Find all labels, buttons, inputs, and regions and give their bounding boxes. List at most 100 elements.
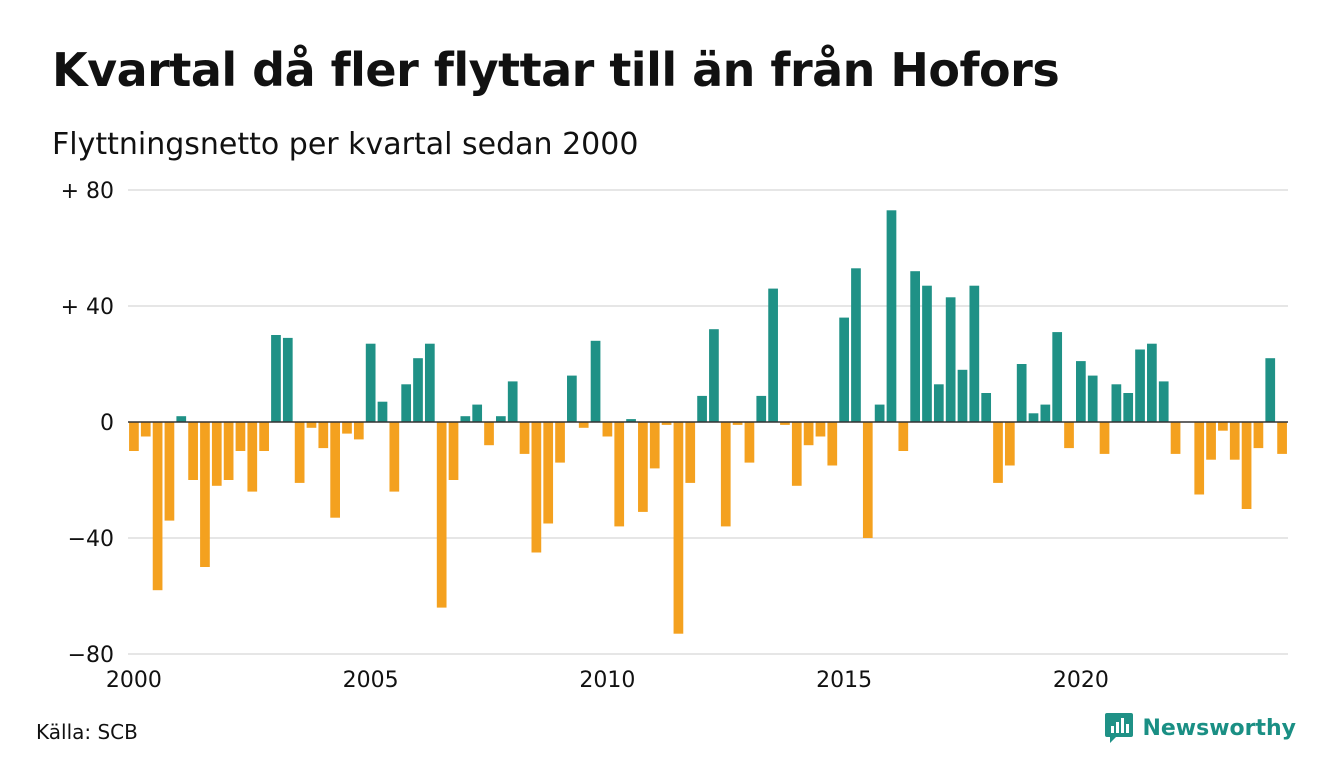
bar-negative xyxy=(993,422,1003,483)
bar-positive xyxy=(1265,358,1276,422)
bar-positive xyxy=(377,401,388,422)
bar-positive xyxy=(756,395,767,422)
bar-negative xyxy=(803,422,814,446)
bars xyxy=(129,210,1287,634)
bar-positive xyxy=(460,416,471,422)
bar-positive xyxy=(496,416,506,422)
bar-negative xyxy=(791,422,802,486)
bar-chart-logo-icon xyxy=(1105,713,1134,743)
bar-negative xyxy=(436,422,447,608)
bar-positive xyxy=(1135,349,1145,422)
bar-positive xyxy=(933,384,944,422)
bar-negative xyxy=(1253,422,1264,449)
bar-negative xyxy=(1277,422,1287,454)
bar-positive xyxy=(1016,364,1027,422)
bar-negative xyxy=(235,422,246,451)
bar-negative xyxy=(578,422,589,428)
bar-negative xyxy=(638,422,648,512)
bar-negative xyxy=(827,422,838,466)
bar-positive xyxy=(472,404,483,422)
bar-positive xyxy=(1076,361,1086,422)
chart-subtitle: Flyttningsnetto per kvartal sedan 2000 xyxy=(52,127,639,162)
bar-negative xyxy=(247,422,258,492)
bar-negative xyxy=(555,422,565,463)
bar-positive xyxy=(851,268,861,422)
bar-negative xyxy=(389,422,400,492)
bar-negative xyxy=(188,422,198,480)
bar-positive xyxy=(424,343,435,422)
bar-negative xyxy=(1064,422,1074,449)
bar-negative xyxy=(342,422,352,434)
bar-negative xyxy=(898,422,909,451)
bar-negative xyxy=(649,422,660,469)
bar-negative xyxy=(353,422,364,440)
bar-positive xyxy=(590,340,601,422)
bar-positive xyxy=(271,335,281,422)
bar-negative xyxy=(223,422,234,480)
bar-positive xyxy=(1052,332,1063,422)
x-tick-label: 2010 xyxy=(579,668,635,693)
bar-positive xyxy=(922,285,932,422)
x-tick-label: 2005 xyxy=(343,668,399,693)
bar-negative xyxy=(673,422,684,634)
bar-positive xyxy=(626,419,636,422)
bar-negative xyxy=(1229,422,1240,460)
bar-negative xyxy=(732,422,743,425)
bar-positive xyxy=(945,297,956,422)
x-tick-label: 2015 xyxy=(816,668,872,693)
bar-negative xyxy=(1004,422,1015,466)
bar-negative xyxy=(294,422,305,483)
bar-negative xyxy=(1218,422,1228,431)
bar-negative xyxy=(519,422,530,454)
bar-negative xyxy=(1206,422,1216,460)
bar-negative xyxy=(164,422,175,521)
bar-negative xyxy=(661,422,672,425)
bar-positive xyxy=(1087,375,1098,422)
brand-name: Newsworthy xyxy=(1142,715,1296,741)
bar-positive xyxy=(507,381,518,422)
y-tick-label: + 40 xyxy=(61,295,114,320)
bar-negative xyxy=(129,422,139,451)
bar-positive xyxy=(886,210,897,422)
bar-positive xyxy=(957,369,968,422)
bar-negative xyxy=(140,422,151,437)
bar-negative xyxy=(685,422,696,483)
bar-negative xyxy=(200,422,210,567)
bar-negative xyxy=(1194,422,1205,495)
bar-positive xyxy=(401,384,412,422)
bar-negative xyxy=(1241,422,1252,509)
bar-negative xyxy=(862,422,873,538)
bar-negative xyxy=(259,422,269,451)
bar-positive xyxy=(839,317,849,422)
bar-positive xyxy=(1040,404,1051,422)
bar-positive xyxy=(910,271,920,422)
bar-positive xyxy=(282,337,293,422)
bar-positive xyxy=(567,375,577,422)
y-tick-label: −40 xyxy=(68,527,114,552)
bar-negative xyxy=(614,422,625,527)
bar-negative xyxy=(448,422,459,480)
bar-negative xyxy=(318,422,329,449)
bar-negative xyxy=(1099,422,1110,454)
bar-positive xyxy=(709,329,719,422)
bar-negative xyxy=(152,422,163,591)
bar-positive xyxy=(981,393,992,422)
bar-negative xyxy=(1170,422,1181,454)
bar-positive xyxy=(874,404,885,422)
chart-title: Kvartal då fler flyttar till än från Hof… xyxy=(52,43,1060,97)
grid-lines xyxy=(128,189,1288,655)
bar-negative xyxy=(484,422,494,446)
bar-positive xyxy=(697,395,707,422)
source-note: Källa: SCB xyxy=(36,720,138,744)
bar-negative xyxy=(780,422,790,425)
bar-negative xyxy=(211,422,222,486)
bar-positive xyxy=(1158,381,1169,422)
bar-positive xyxy=(1147,343,1157,422)
bar-positive xyxy=(176,416,187,422)
y-tick-label: −80 xyxy=(68,643,114,668)
bar-positive xyxy=(413,358,423,422)
x-tick-label: 2000 xyxy=(106,668,162,693)
bar-negative xyxy=(602,422,613,437)
y-tick-label: 0 xyxy=(100,411,114,436)
